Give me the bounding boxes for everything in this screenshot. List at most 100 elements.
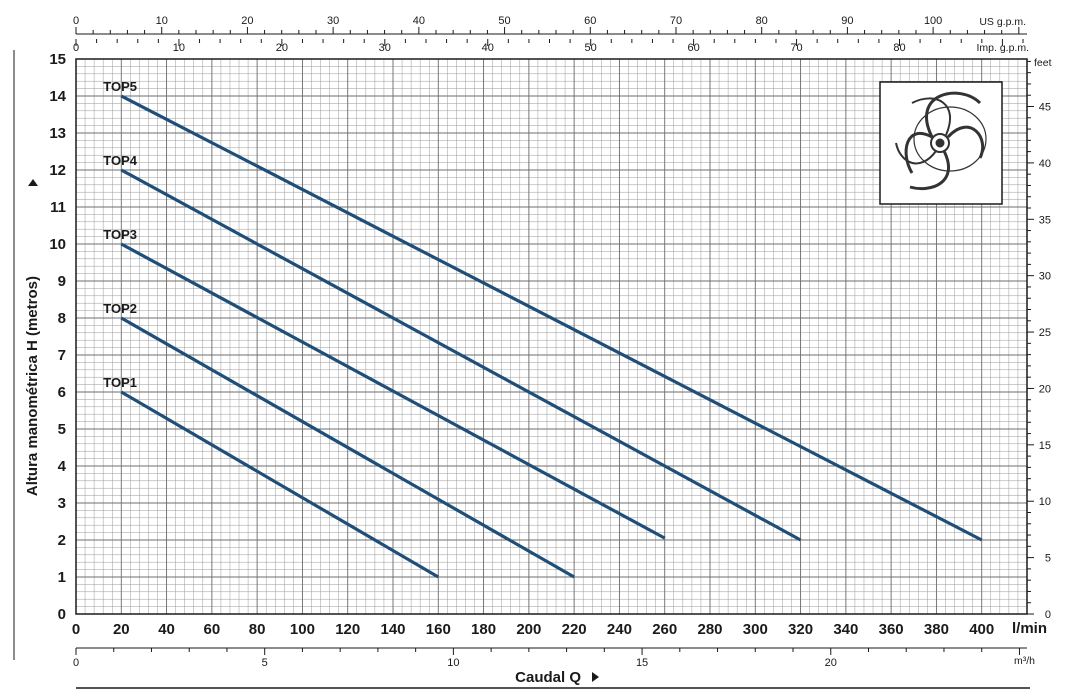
us-gpm-unit-label: US g.p.m. <box>979 16 1026 28</box>
series-label-top4: TOP4 <box>103 153 137 168</box>
y-tick-label: 3 <box>58 495 66 512</box>
x-tick-label: 260 <box>652 621 677 638</box>
x-tick-label: 380 <box>924 621 949 638</box>
y-tick-label: 7 <box>58 347 66 364</box>
series-line-top2 <box>120 316 575 579</box>
imp-tick-label: 80 <box>893 42 905 54</box>
x-axis-title: Caudal Q <box>515 669 581 686</box>
imp-tick-label: 40 <box>482 42 494 54</box>
m3h-tick-label: 0 <box>73 657 79 669</box>
series-label-top1: TOP1 <box>103 375 137 390</box>
imp-tick-label: 10 <box>173 42 185 54</box>
x-tick-label: 300 <box>743 621 768 638</box>
impeller-icon <box>879 81 1003 205</box>
x-tick-label: 80 <box>249 621 266 638</box>
x-tick-label: 40 <box>158 621 175 638</box>
x-tick-label: 360 <box>879 621 904 638</box>
imp-tick-label: 20 <box>276 42 288 54</box>
imp-tick-label: 60 <box>687 42 699 54</box>
y-tick-label: 0 <box>58 606 66 623</box>
y-tick-label: 13 <box>49 125 66 142</box>
x-tick-label: 20 <box>113 621 130 638</box>
y-tick-label: 4 <box>58 458 67 475</box>
y-tick-label: 8 <box>58 310 66 327</box>
y-tick-label: 2 <box>58 532 66 549</box>
series-group: TOP1 TOP2 TOP3 TOP4 TOP5 <box>103 79 983 579</box>
y-axis-title-arrow-icon <box>28 179 38 186</box>
m3h-tick-label: 5 <box>262 657 268 669</box>
feet-tick-label: 45 <box>1039 102 1051 114</box>
feet-tick-label: 10 <box>1039 496 1051 508</box>
y-tick-label: 6 <box>58 384 66 401</box>
x-tick-label: 200 <box>516 621 541 638</box>
m3h-unit-label: m³/h <box>1014 655 1035 667</box>
x-tick-label: 120 <box>335 621 360 638</box>
us-tick-label: 0 <box>73 15 79 27</box>
x-axis-title-arrow-icon <box>592 672 599 682</box>
y-axis-title: Altura manométrica H (metros) <box>24 276 41 496</box>
feet-tick-label: 15 <box>1039 440 1051 452</box>
x-tick-label: 160 <box>426 621 451 638</box>
y-tick-label: 10 <box>49 236 66 253</box>
m3h-tick-label: 10 <box>447 657 459 669</box>
axis-bottom-lmin: 0 20 40 60 80 100 120 140 160 180 200 220 240 260 280 3… <box>72 621 994 638</box>
us-tick-label: 70 <box>670 15 682 27</box>
plot-frame <box>75 58 1028 615</box>
feet-tick-label: 40 <box>1039 158 1051 170</box>
series-line-top1 <box>120 390 440 579</box>
feet-unit-label: feet <box>1034 57 1052 69</box>
us-tick-label: 50 <box>498 15 510 27</box>
m3h-tick-label: 20 <box>825 657 837 669</box>
y-tick-label: 5 <box>58 421 66 438</box>
us-tick-label: 80 <box>756 15 768 27</box>
imp-tick-label: 0 <box>73 42 79 54</box>
x-tick-label: 320 <box>788 621 813 638</box>
x-tick-label: 240 <box>607 621 632 638</box>
us-tick-label: 20 <box>241 15 253 27</box>
x-tick-label: 400 <box>969 621 994 638</box>
axis-top-us-gpm: 0 10 20 30 40 50 60 70 80 90 100 <box>73 15 1027 35</box>
axis-right-feet: 0 5 10 15 20 25 30 35 40 45 <box>1027 60 1051 621</box>
feet-tick-label: 25 <box>1039 327 1051 339</box>
feet-tick-label: 30 <box>1039 271 1051 283</box>
us-tick-label: 10 <box>156 15 168 27</box>
y-tick-label: 1 <box>58 569 66 586</box>
x-tick-label: 0 <box>72 621 80 638</box>
x-tick-label: 140 <box>380 621 405 638</box>
grid-major <box>75 58 1027 615</box>
us-tick-label: 30 <box>327 15 339 27</box>
y-tick-label: 9 <box>58 273 66 290</box>
y-tick-label: 14 <box>49 88 66 105</box>
us-tick-label: 100 <box>924 15 942 27</box>
imp-tick-label: 50 <box>585 42 597 54</box>
imp-tick-label: 30 <box>379 42 391 54</box>
imp-tick-label: 70 <box>790 42 802 54</box>
series-line-top3 <box>120 242 666 540</box>
series-line-top5 <box>120 94 983 542</box>
lmin-unit-label: l/min <box>1012 620 1047 637</box>
series-label-top5: TOP5 <box>103 79 137 94</box>
x-tick-label: 340 <box>833 621 858 638</box>
series-line-top4 <box>120 168 802 542</box>
series-label-top2: TOP2 <box>103 301 137 316</box>
x-tick-label: 100 <box>290 621 315 638</box>
us-tick-label: 60 <box>584 15 596 27</box>
x-tick-label: 60 <box>204 621 221 638</box>
feet-tick-label: 5 <box>1045 553 1051 565</box>
feet-tick-label: 0 <box>1045 609 1051 621</box>
imp-gpm-unit-label: Imp. g.p.m. <box>976 42 1029 54</box>
y-tick-label: 15 <box>49 51 66 68</box>
us-tick-label: 90 <box>841 15 853 27</box>
x-tick-label: 220 <box>562 621 587 638</box>
feet-tick-label: 35 <box>1039 214 1051 226</box>
series-label-top3: TOP3 <box>103 227 137 242</box>
grid-minor <box>75 58 1028 615</box>
m3h-tick-label: 15 <box>636 657 648 669</box>
y-tick-label: 11 <box>50 199 66 216</box>
x-tick-label: 180 <box>471 621 496 638</box>
axis-bottom-m3h: 0 5 10 15 20 <box>73 647 1027 669</box>
us-tick-label: 40 <box>413 15 425 27</box>
axis-top-imp-gpm: 0 10 20 30 40 50 60 70 80 <box>73 39 1024 54</box>
